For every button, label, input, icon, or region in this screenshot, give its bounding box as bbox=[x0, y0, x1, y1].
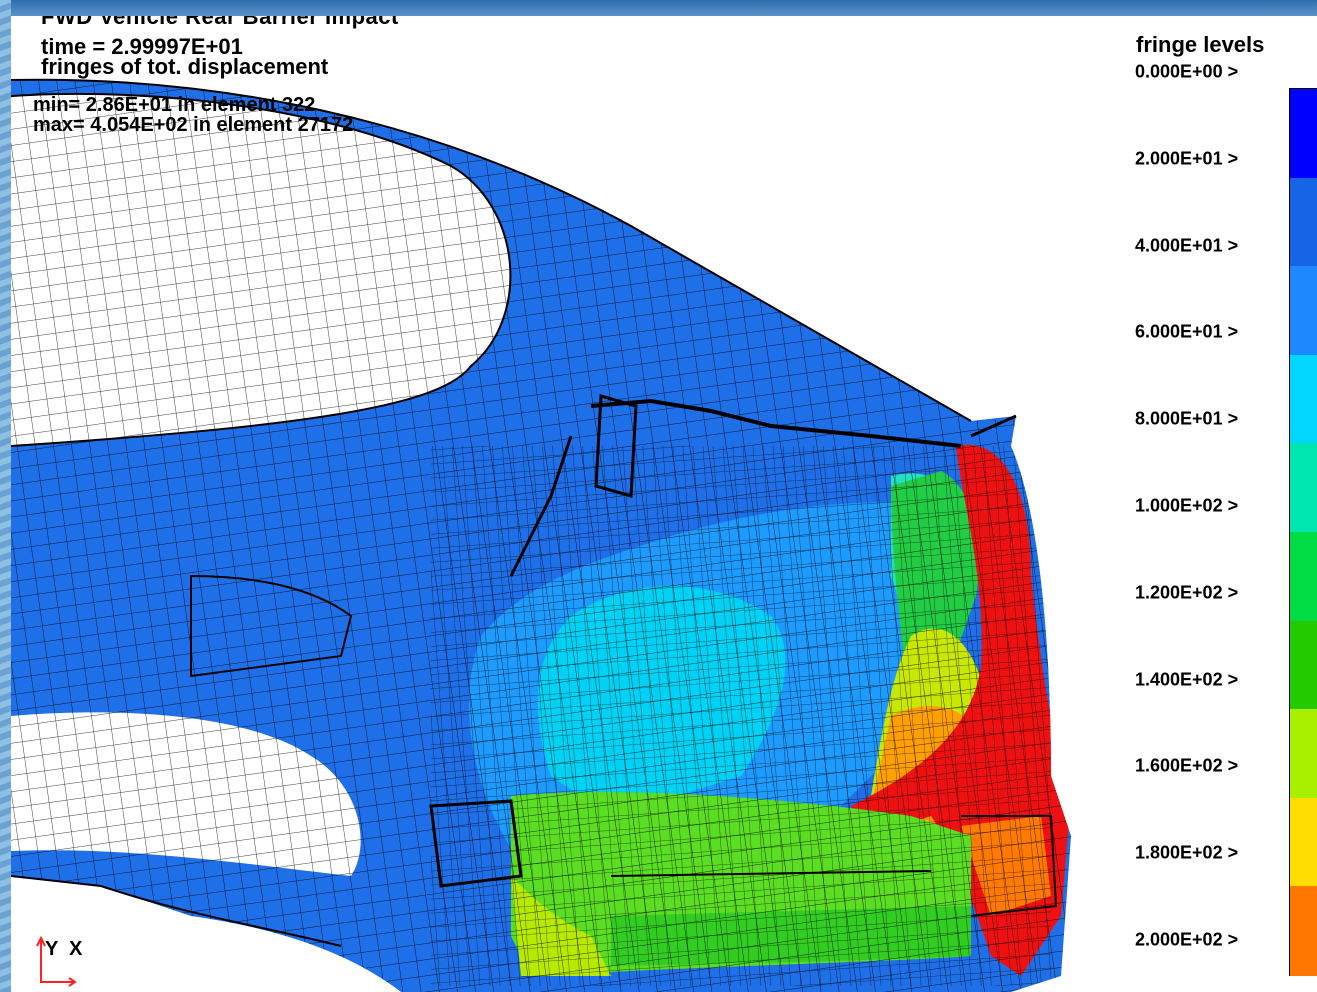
legend-level-label: 2.000E+01 > bbox=[1135, 148, 1239, 169]
legend-level-label: 8.000E+01 > bbox=[1135, 408, 1239, 429]
legend-color-bar bbox=[1289, 88, 1317, 976]
legend-color-cell bbox=[1290, 620, 1317, 711]
legend-level-label: 1.800E+02 > bbox=[1135, 842, 1239, 863]
legend-color-cell bbox=[1290, 709, 1317, 799]
legend-color-cell bbox=[1290, 89, 1317, 179]
min-readout: min= 2.86E+01 in element 322 bbox=[33, 94, 316, 116]
axis-label-y: Y bbox=[45, 938, 59, 960]
window-title-bar bbox=[0, 0, 1317, 16]
legend-level-label: 1.000E+02 > bbox=[1135, 495, 1239, 516]
legend-color-cell bbox=[1290, 532, 1317, 622]
legend-color-cell bbox=[1290, 354, 1317, 445]
legend-level-label: 2.000E+02 > bbox=[1135, 929, 1239, 950]
legend-color-cell bbox=[1290, 886, 1317, 976]
legend-level-label: 1.400E+02 > bbox=[1135, 669, 1239, 690]
legend-color-cell bbox=[1290, 266, 1317, 356]
model-viewport[interactable]: FWD Vehicle Rear Barrier Impact time = 2… bbox=[11, 16, 1317, 992]
legend-title: fringe levels bbox=[1136, 32, 1265, 57]
legend-color-cell bbox=[1290, 177, 1317, 268]
axis-label-x: X bbox=[69, 938, 83, 960]
legend-color-cell bbox=[1290, 797, 1317, 888]
mesh-detail-lines bbox=[11, 78, 1058, 947]
fem-mesh-render[interactable] bbox=[11, 16, 1317, 992]
legend-color-cell bbox=[1290, 443, 1317, 533]
legend-level-label: 1.600E+02 > bbox=[1135, 755, 1239, 776]
time-readout: time = 2.99997E+01 bbox=[41, 34, 243, 59]
legend-level-label: 6.000E+01 > bbox=[1135, 321, 1239, 342]
window-left-border bbox=[0, 0, 11, 992]
legend-level-label: 0.000E+00 > bbox=[1135, 61, 1239, 82]
axis-arrows-icon bbox=[36, 935, 77, 987]
fringe-description: fringes of tot. displacement bbox=[41, 54, 329, 79]
simulation-title: FWD Vehicle Rear Barrier Impact bbox=[41, 16, 399, 29]
axis-triad: Y X bbox=[35, 934, 95, 992]
max-readout: max= 4.054E+02 in element 27172 bbox=[33, 114, 354, 136]
legend-level-label: 1.200E+02 > bbox=[1135, 582, 1239, 603]
legend-level-label: 4.000E+01 > bbox=[1135, 235, 1239, 256]
